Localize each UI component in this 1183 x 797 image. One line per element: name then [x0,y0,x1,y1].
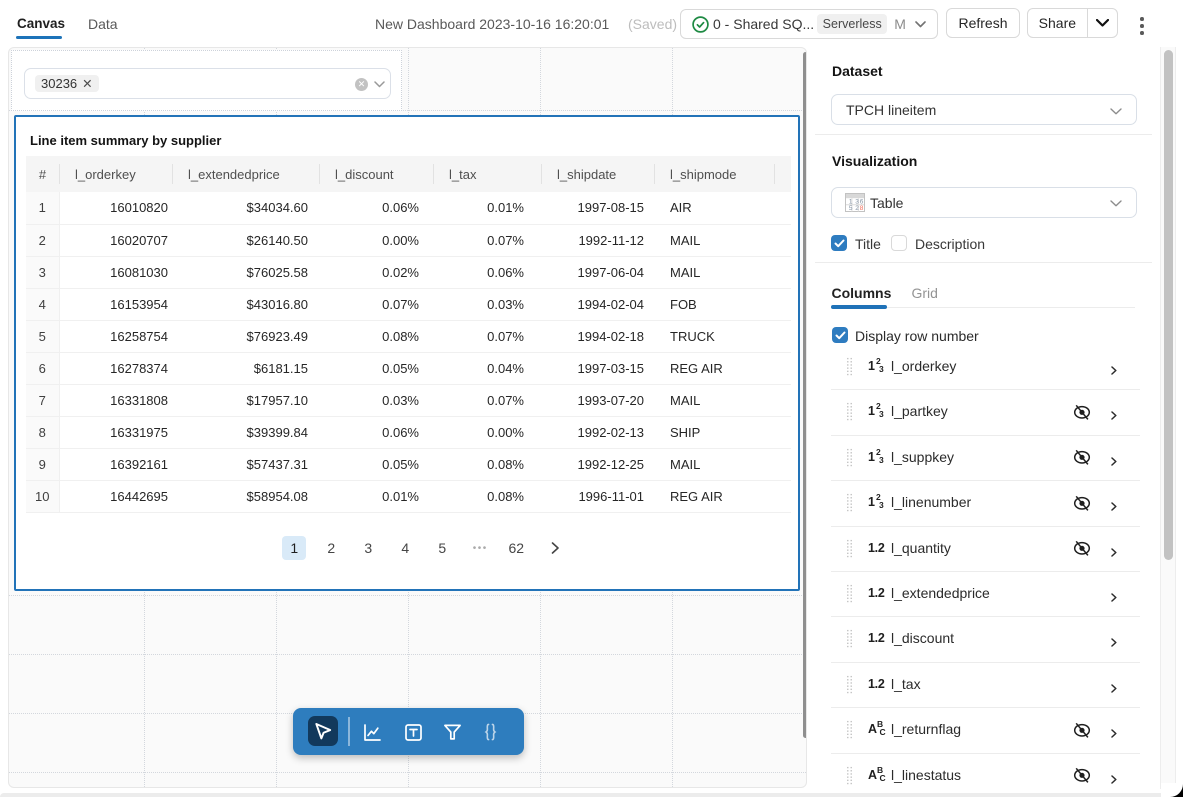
svg-text:1: 1 [849,198,853,205]
svg-text:3: 3 [855,198,859,205]
svg-text:2: 2 [855,205,859,212]
svg-text:6: 6 [860,198,864,205]
svg-text:8: 8 [860,205,864,212]
svg-text:5: 5 [849,205,853,212]
